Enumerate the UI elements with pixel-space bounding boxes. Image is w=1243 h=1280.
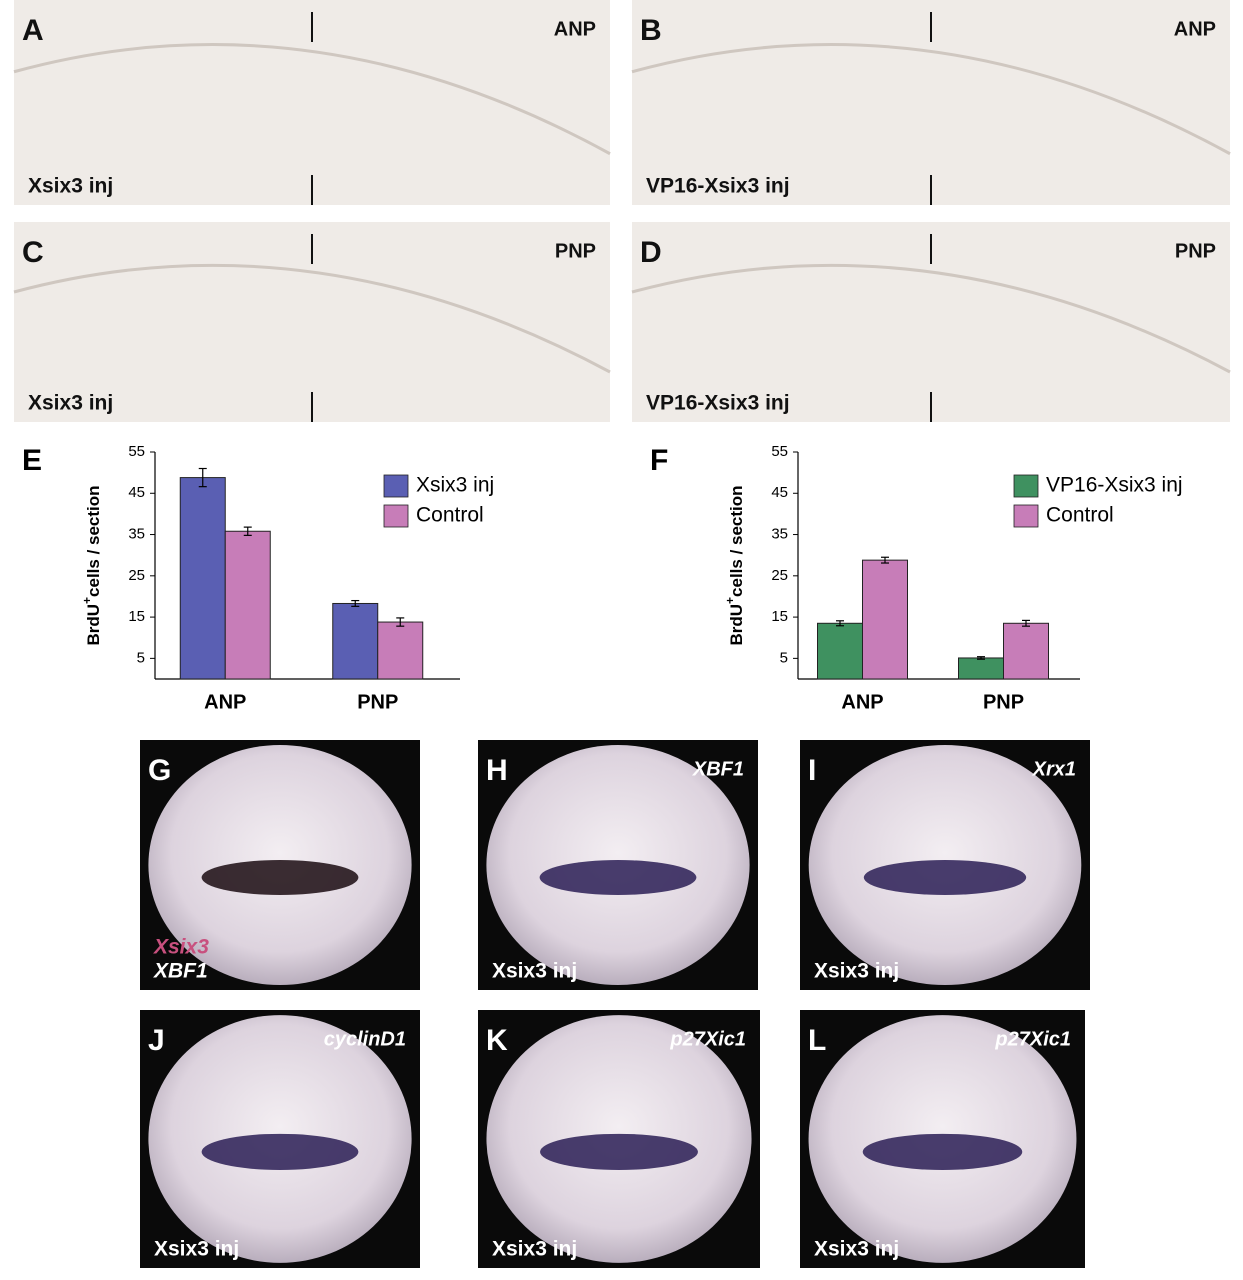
y-tick-label: 5 — [137, 649, 145, 666]
legend-swatch — [1013, 474, 1039, 498]
error-bar — [396, 617, 405, 627]
y-axis-label: BrdU+cells / section — [723, 485, 746, 645]
panel-caption: Xsix3 inj — [814, 1238, 899, 1261]
panel-tag: ANP — [1174, 18, 1216, 40]
legend-swatch — [1013, 504, 1039, 528]
bar — [377, 621, 424, 680]
panel-caption: XBF1 — [153, 960, 208, 983]
panel-letter: L — [808, 1024, 826, 1057]
bar — [179, 477, 226, 680]
panel-tag: PNP — [1175, 240, 1216, 262]
y-tick-label: 15 — [128, 608, 145, 625]
panel-letter: J — [148, 1024, 165, 1057]
y-tick-label: 45 — [771, 484, 788, 501]
panel-letter: I — [808, 754, 816, 787]
panel-tag: XBF1 — [692, 758, 744, 780]
bar — [332, 602, 379, 680]
tissue-edge — [631, 263, 1231, 374]
panel-caption: Xsix3 inj — [28, 392, 113, 415]
panel-letter: E — [22, 444, 42, 477]
y-tick-label: 55 — [771, 443, 788, 460]
bar — [224, 530, 271, 680]
panel-caption: Xsix3 inj — [492, 960, 577, 983]
panel-caption: Xsix3 inj — [154, 1238, 239, 1261]
panel-letter: K — [486, 1024, 508, 1057]
error-bar — [198, 467, 207, 488]
panel-caption: Xsix3 inj — [814, 960, 899, 983]
panel-letter: A — [22, 14, 44, 47]
tissue-edge — [13, 263, 611, 374]
bar — [1003, 622, 1049, 680]
error-bar — [881, 556, 889, 564]
panel-tag: p27Xic1 — [669, 1028, 746, 1050]
y-axis-label-part: + — [80, 597, 94, 604]
panel-caption: VP16-Xsix3 inj — [646, 175, 790, 198]
panel-caption: Xsix3 inj — [28, 175, 113, 198]
panel-letter: B — [640, 14, 662, 47]
error-bar — [1022, 619, 1030, 627]
y-axis-label-part: BrdU — [727, 604, 746, 646]
y-tick-label: 45 — [128, 484, 145, 501]
legend-label: Xsix3 inj — [416, 474, 494, 497]
bar — [958, 657, 1004, 680]
y-axis-label: BrdU+cells / section — [80, 485, 103, 645]
panel-letter: D — [640, 236, 662, 269]
panel-tag: ANP — [554, 18, 596, 40]
panel-letter: G — [148, 754, 171, 787]
panel-tag: cyclinD1 — [324, 1028, 406, 1050]
stain — [539, 860, 697, 895]
y-tick-label: 15 — [771, 608, 788, 625]
error-bar — [243, 526, 252, 536]
error-bar — [977, 656, 985, 660]
y-tick-label: 5 — [780, 649, 788, 666]
y-tick-label: 35 — [128, 526, 145, 543]
x-tick-label: PNP — [983, 691, 1024, 713]
stain — [863, 860, 1027, 895]
panel-tag: Xrx1 — [1032, 758, 1076, 780]
legend-label: Control — [1046, 504, 1114, 527]
y-tick-label: 35 — [771, 526, 788, 543]
y-axis-label-part: + — [723, 597, 737, 604]
error-bar — [836, 620, 844, 627]
error-bar — [351, 599, 360, 607]
panel-caption: Xsix3 — [153, 936, 209, 959]
x-tick-label: ANP — [841, 691, 883, 713]
panel-letter: C — [22, 236, 44, 269]
tissue-edge — [631, 43, 1231, 156]
y-tick-label: 25 — [771, 567, 788, 584]
panel-letter: F — [650, 444, 668, 477]
tissue-edge — [13, 43, 611, 156]
stain — [201, 860, 359, 895]
panel-tag: p27Xic1 — [994, 1028, 1071, 1050]
y-axis-label-part: cells / section — [84, 485, 103, 597]
panel-caption: VP16-Xsix3 inj — [646, 392, 790, 415]
stain — [862, 1133, 1023, 1170]
panel-letter: H — [486, 754, 508, 787]
legend-swatch — [383, 474, 409, 498]
x-tick-label: PNP — [357, 691, 398, 713]
stain — [201, 1133, 359, 1170]
panel-tag: PNP — [555, 240, 596, 262]
legend-swatch — [383, 504, 409, 528]
bar — [817, 622, 863, 680]
y-axis-label-part: cells / section — [727, 485, 746, 597]
panel-caption: Xsix3 inj — [492, 1238, 577, 1261]
y-tick-label: 55 — [128, 443, 145, 460]
y-tick-label: 25 — [128, 567, 145, 584]
stain — [540, 1133, 698, 1170]
bar — [862, 559, 908, 680]
legend-label: VP16-Xsix3 inj — [1046, 474, 1183, 497]
legend-label: Control — [416, 504, 484, 527]
y-axis-label-part: BrdU — [84, 604, 103, 646]
x-tick-label: ANP — [204, 691, 246, 713]
